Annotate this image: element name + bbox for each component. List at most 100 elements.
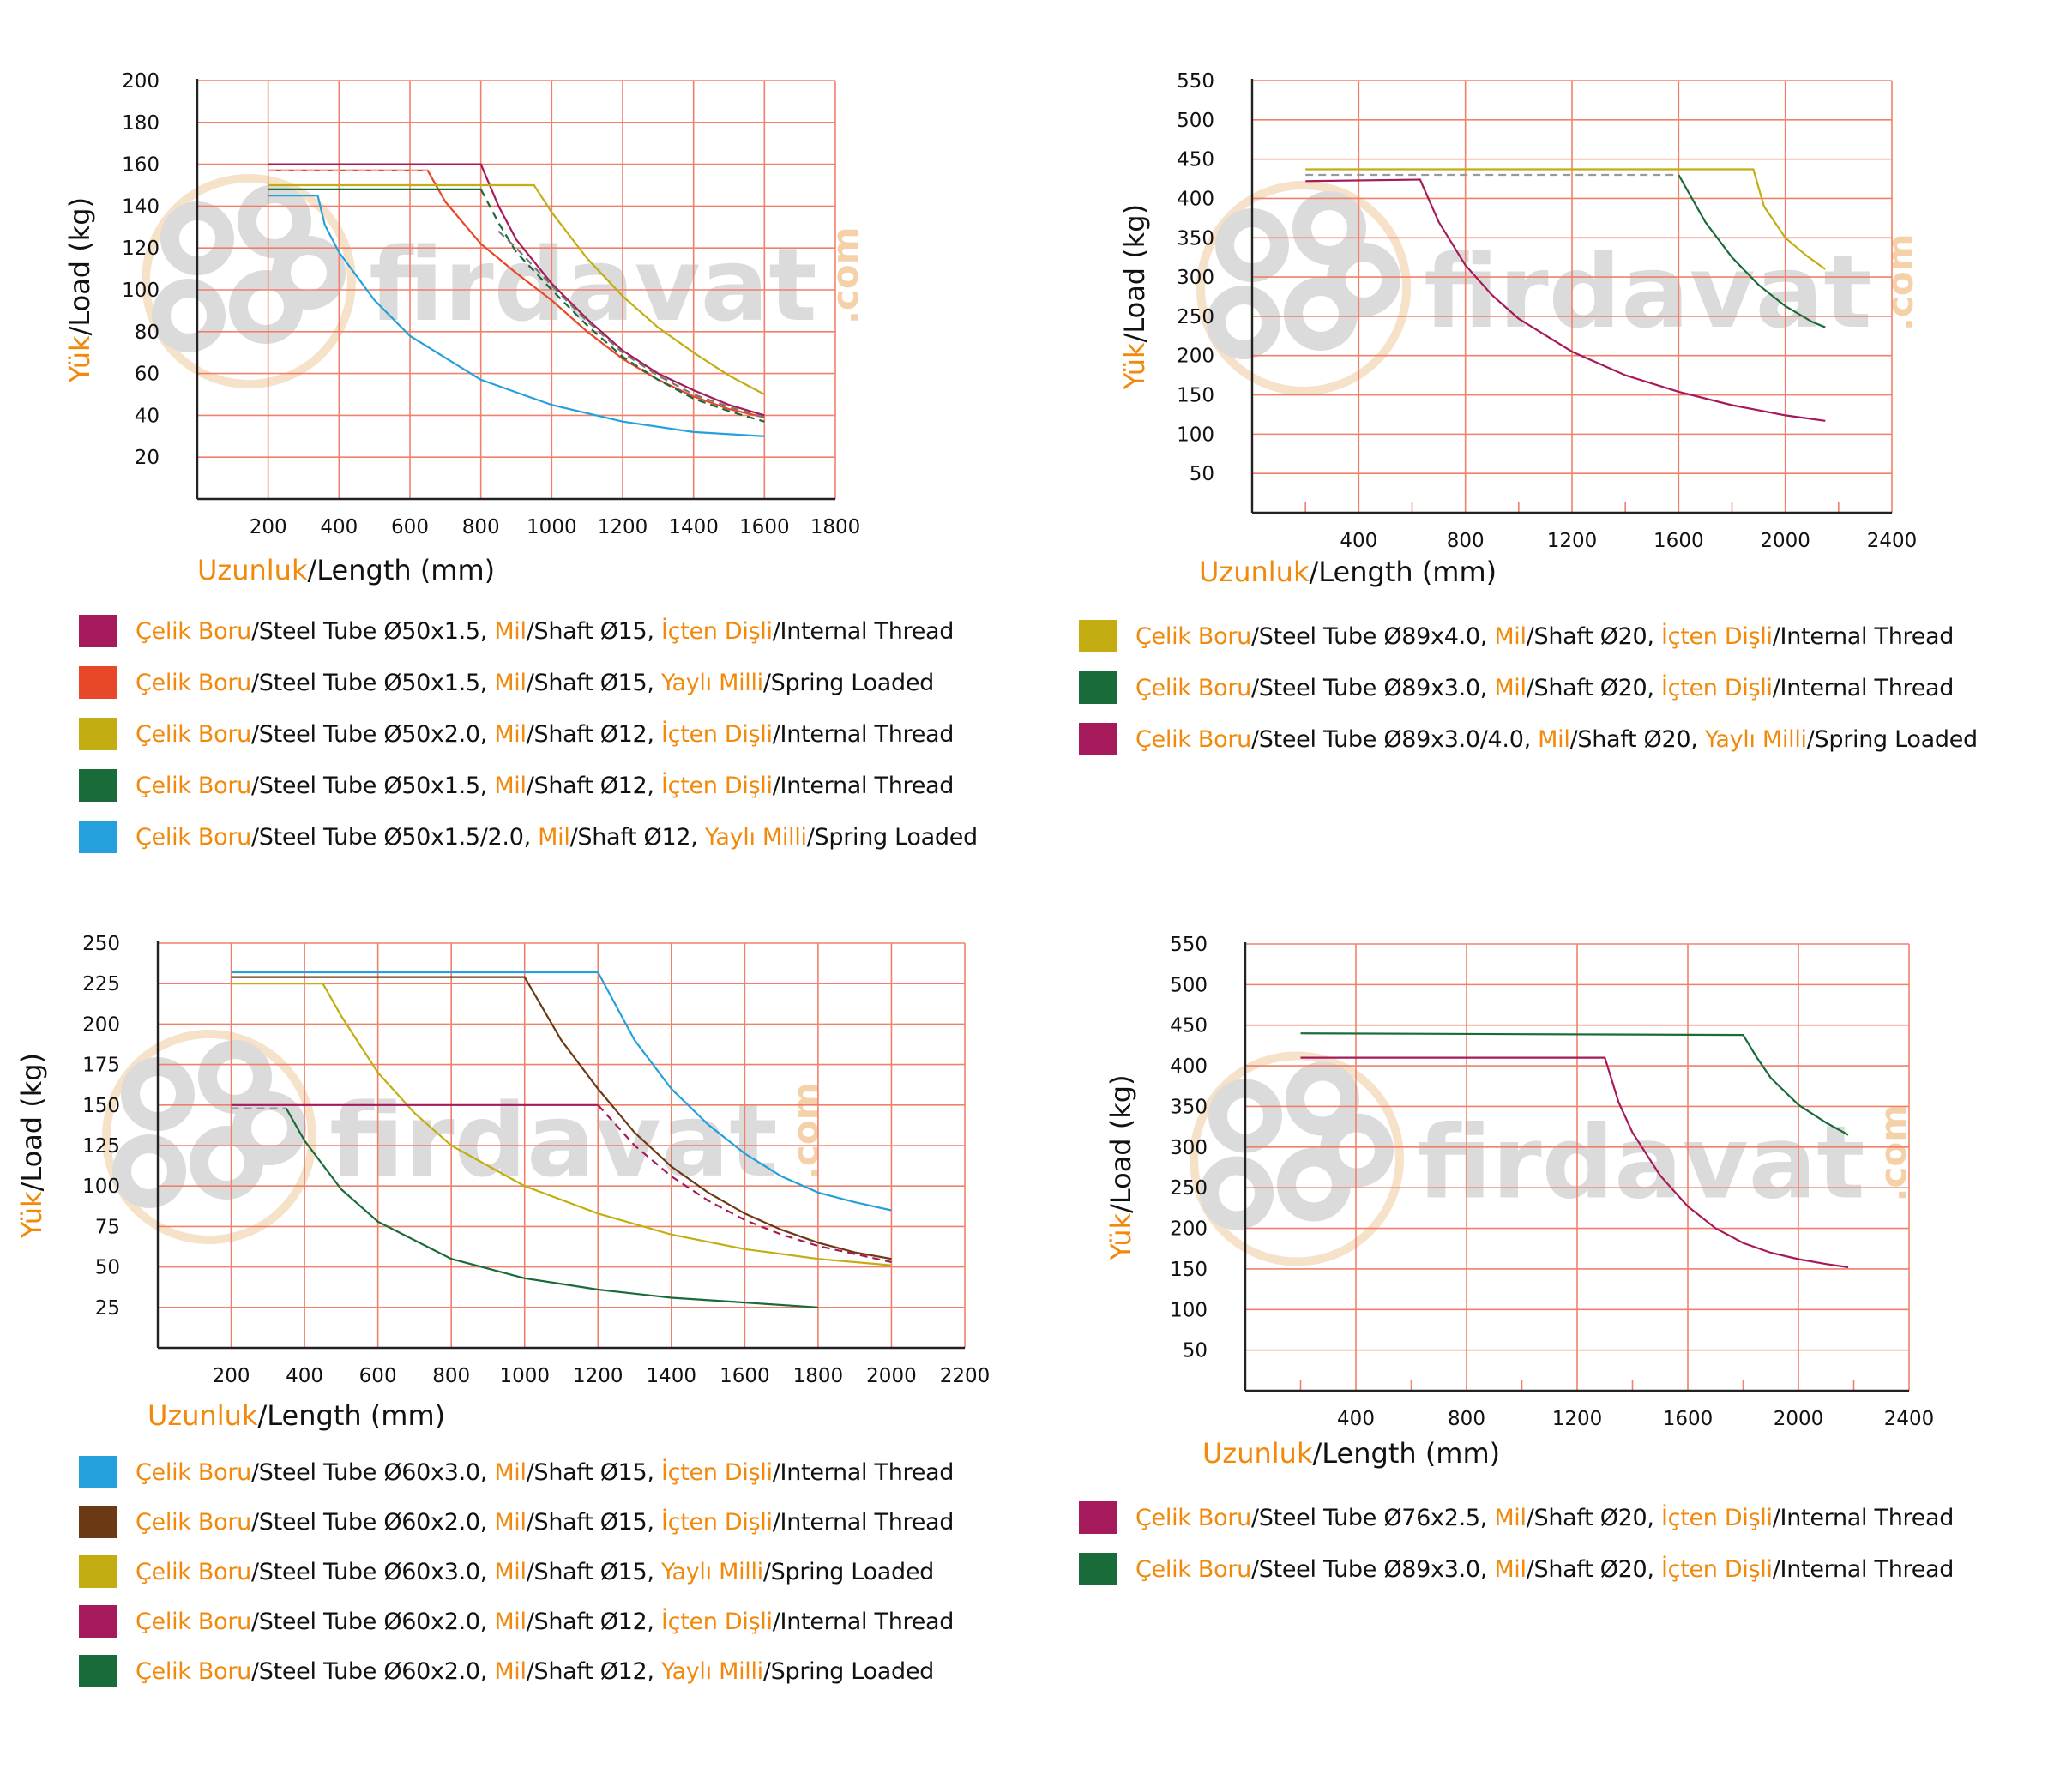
legend-swatch (79, 1506, 117, 1538)
y-axis-title-tr: Yük (1118, 342, 1151, 390)
y-axis-title: Yük/Load (kg) (1105, 1074, 1137, 1260)
y-tick-label: 150 (1177, 385, 1214, 407)
x-tick-label: 2000 (1774, 1408, 1824, 1430)
legend-label: Çelik Boru/Steel Tube Ø60x3.0, Mil/Shaft… (136, 1558, 935, 1585)
x-tick-label: 400 (1337, 1408, 1375, 1430)
y-tick-label: 200 (1170, 1218, 1208, 1241)
y-tick-label: 225 (82, 973, 120, 995)
legend-swatch (79, 1605, 117, 1638)
x-tick-label: 600 (391, 516, 429, 538)
y-tick-label: 350 (1170, 1096, 1208, 1118)
y-tick-label: 150 (82, 1095, 120, 1117)
watermark-brand: firdavat (1424, 232, 1872, 351)
x-axis-title-tr: Uzunluk (148, 1399, 258, 1432)
x-tick-label: 1200 (1552, 1408, 1603, 1430)
legend-label: Çelik Boru/Steel Tube Ø60x2.0, Mil/Shaft… (136, 1508, 955, 1536)
series-line-2 (1678, 174, 1826, 328)
series-line-3 (1305, 178, 1826, 422)
series-line-7 (597, 1104, 892, 1263)
legend-swatch (1079, 723, 1117, 755)
legend-item: Çelik Boru/Steel Tube Ø60x2.0, Mil/Shaft… (79, 1646, 954, 1696)
series-line-1 (231, 971, 892, 1212)
x-tick-label: 1600 (1653, 530, 1704, 552)
y-tick-label: 100 (1177, 424, 1214, 446)
x-tick-label: 800 (1448, 1408, 1485, 1430)
x-tick-label: 400 (320, 516, 358, 538)
series-line-2 (1300, 1032, 1849, 1136)
x-axis-title: Uzunluk/Length (mm) (148, 1399, 445, 1432)
series-line-3 (268, 183, 765, 395)
watermark-suffix: .com (824, 227, 866, 324)
x-tick-label: 200 (250, 516, 287, 538)
y-tick-label: 175 (82, 1055, 120, 1077)
legend-swatch (79, 615, 117, 647)
x-axis-title: Uzunluk/Length (mm) (1202, 1437, 1500, 1470)
y-axis-title-en: /Load (kg) (15, 1053, 48, 1192)
y-tick-label: 100 (82, 1176, 120, 1198)
x-tick-label: 2200 (940, 1365, 991, 1387)
x-axis-title-en: /Length (mm) (1312, 1437, 1500, 1470)
legend-swatch (79, 821, 117, 853)
series-line-1 (1300, 1056, 1849, 1269)
y-axis-title-tr: Yük (15, 1191, 48, 1239)
x-axis-title: Uzunluk/Length (mm) (1199, 556, 1497, 588)
y-tick-label: 80 (135, 322, 160, 344)
y-tick-label: 250 (1177, 306, 1214, 328)
y-tick-label: 450 (1177, 149, 1214, 171)
series-line-1 (268, 163, 765, 417)
x-tick-label: 1800 (793, 1365, 844, 1387)
y-tick-label: 180 (122, 112, 160, 135)
legend-label: Çelik Boru/Steel Tube Ø89x3.0/4.0, Mil/S… (1135, 725, 1978, 753)
legend-swatch (1079, 671, 1117, 704)
legend-swatch (79, 718, 117, 750)
legend-item: Çelik Boru/Steel Tube Ø50x1.5/2.0, Mil/S… (79, 811, 978, 863)
x-tick-label: 1600 (739, 516, 790, 538)
watermark-suffix: .com (1879, 234, 1921, 331)
legend-swatch (79, 1456, 117, 1488)
x-tick-label: 2000 (866, 1365, 917, 1387)
y-tick-label: 250 (1170, 1177, 1208, 1200)
legend-item: Çelik Boru/Steel Tube Ø60x2.0, Mil/Shaft… (79, 1497, 954, 1547)
x-tick-label: 200 (213, 1365, 250, 1387)
y-tick-label: 100 (1170, 1299, 1208, 1321)
x-tick-label: 1200 (1547, 530, 1598, 552)
x-tick-label: 400 (1340, 530, 1377, 552)
legend-item: Çelik Boru/Steel Tube Ø89x3.0/4.0, Mil/S… (1079, 713, 1978, 765)
legend-item: Çelik Boru/Steel Tube Ø50x2.0, Mil/Shaft… (79, 708, 978, 760)
x-tick-label: 800 (432, 1365, 470, 1387)
y-tick-label: 40 (135, 405, 160, 427)
x-tick-label: 2400 (1867, 530, 1918, 552)
legend-item: Çelik Boru/Steel Tube Ø89x4.0, Mil/Shaft… (1079, 610, 1978, 662)
y-tick-label: 500 (1170, 974, 1208, 996)
y-axis-title-en: /Load (kg) (1105, 1074, 1137, 1213)
chart-2-legend: Çelik Boru/Steel Tube Ø89x4.0, Mil/Shaft… (1079, 610, 1978, 765)
x-tick-label: 1000 (527, 516, 577, 538)
legend-swatch (79, 666, 117, 699)
x-tick-label: 1200 (598, 516, 648, 538)
x-tick-label: 1600 (1663, 1408, 1714, 1430)
watermark-4: firdavat .com (1190, 1051, 1914, 1266)
watermark-logo-icon (1196, 181, 1411, 395)
load-length-chart-4: firdavat .com 50 100 150 200 250 300 350 400 450 50… (1105, 934, 1935, 1470)
legend-item: Çelik Boru/Steel Tube Ø60x3.0, Mil/Shaft… (79, 1547, 954, 1597)
legend-swatch (79, 1555, 117, 1588)
y-tick-label: 75 (95, 1216, 120, 1238)
x-tick-label: 1400 (647, 1365, 697, 1387)
legend-item: Çelik Boru/Steel Tube Ø50x1.5, Mil/Shaft… (79, 657, 978, 708)
y-tick-label: 100 (122, 280, 160, 302)
y-axis-title: Yük/Load (kg) (63, 197, 96, 383)
y-tick-label: 350 (1177, 227, 1214, 250)
legend-label: Çelik Boru/Steel Tube Ø50x1.5, Mil/Shaft… (136, 669, 935, 696)
watermark-brand: firdavat (1417, 1103, 1865, 1222)
legend-swatch (79, 769, 117, 802)
x-tick-label: 2400 (1884, 1408, 1935, 1430)
y-tick-label: 125 (82, 1135, 120, 1158)
y-axis-title: Yük/Load (kg) (1118, 204, 1151, 390)
series-line-3 (231, 983, 892, 1266)
legend-label: Çelik Boru/Steel Tube Ø89x3.0, Mil/Shaft… (1135, 1555, 1955, 1583)
x-tick-label: 2000 (1760, 530, 1810, 552)
load-length-chart-2: firdavat .com 50 100 150 200 250 300 350 400 450 50… (1118, 70, 1921, 588)
watermark-suffix: .com (785, 1083, 827, 1180)
series-line-8 (497, 230, 765, 418)
y-tick-label: 200 (122, 70, 160, 93)
